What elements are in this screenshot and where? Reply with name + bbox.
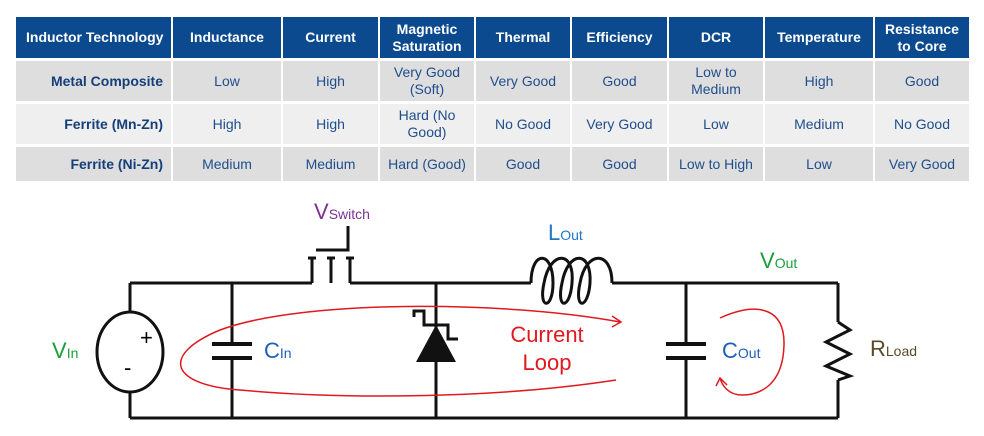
header-cell: Inductance: [172, 17, 283, 60]
table-cell: Good: [475, 145, 572, 181]
table-cell: High: [282, 59, 380, 103]
row-header-cell: Ferrite (Mn-Zn): [16, 102, 173, 146]
table-cell: Low: [668, 102, 765, 146]
resistor-icon: [822, 320, 855, 382]
header-cell: Efficiency: [571, 17, 669, 60]
header-cell: Magnetic Saturation: [379, 17, 476, 60]
table-cell: Low: [172, 59, 283, 103]
v-in-label: VIn: [52, 338, 78, 363]
table-cell: Medium: [282, 145, 380, 181]
table-cell: High: [764, 59, 875, 103]
table-cell: Very Good: [874, 145, 971, 181]
c-out-label: COut: [722, 338, 761, 363]
table-cell: No Good: [874, 102, 971, 146]
voltage-source: [95, 310, 165, 394]
table-cell: Hard (No Good): [379, 102, 476, 146]
table-cell: Very Good: [571, 102, 669, 146]
table-cell: Good: [571, 145, 669, 181]
capacitor-cout-icon: [666, 342, 706, 360]
current-loop-label-line1: Current: [510, 322, 583, 347]
table-row: Ferrite (Ni-Zn) Medium Medium Hard (Good) Go…: [16, 145, 971, 181]
header-cell: Inductor Technology: [16, 17, 173, 60]
mosfet-switch-icon: [308, 226, 354, 283]
current-loop-arrow: [179, 305, 785, 397]
table-cell: Medium: [172, 145, 283, 181]
table-cell: Good: [571, 59, 669, 103]
plus-sign: +: [140, 325, 153, 350]
table-cell: Low to Medium: [668, 59, 765, 103]
schottky-diode-icon: [412, 309, 458, 362]
table-row: Metal Composite Low High Very Good (Soft) Ve…: [16, 59, 971, 103]
header-cell: Current: [282, 17, 380, 60]
table-cell: Very Good (Soft): [379, 59, 476, 103]
v-out-label: VOut: [760, 248, 797, 273]
header-cell: Resistance to Core: [874, 17, 971, 60]
header-cell: Thermal: [475, 17, 572, 60]
r-load-label: RLoad: [870, 336, 917, 361]
row-header-cell: Ferrite (Ni-Zn): [16, 145, 173, 181]
table-cell: High: [172, 102, 283, 146]
minus-sign: -: [124, 355, 131, 380]
table-cell: High: [282, 102, 380, 146]
l-out-label: LOut: [548, 220, 583, 245]
table-cell: Medium: [764, 102, 875, 146]
v-switch-label: VSwitch: [314, 199, 370, 224]
table-cell: Hard (Good): [379, 145, 476, 181]
current-loop-label-line2: Loop: [523, 350, 572, 375]
table-row: Ferrite (Mn-Zn) High High Hard (No Good) No …: [16, 102, 971, 146]
header-cell: Temperature: [764, 17, 875, 60]
c-in-label: CIn: [264, 338, 292, 363]
table-cell: Low to High: [668, 145, 765, 181]
table-cell: Low: [764, 145, 875, 181]
header-row: Inductor Technology Inductance Current M…: [16, 17, 971, 60]
header-cell: DCR: [668, 17, 765, 60]
table-cell: Very Good: [475, 59, 572, 103]
table-cell: No Good: [475, 102, 572, 146]
inductor-icon: [529, 256, 614, 305]
capacitor-cin-icon: [212, 342, 252, 360]
inductor-comparison-table: Inductor Technology Inductance Current M…: [16, 17, 971, 181]
row-header-cell: Metal Composite: [16, 59, 173, 103]
table-cell: Good: [874, 59, 971, 103]
